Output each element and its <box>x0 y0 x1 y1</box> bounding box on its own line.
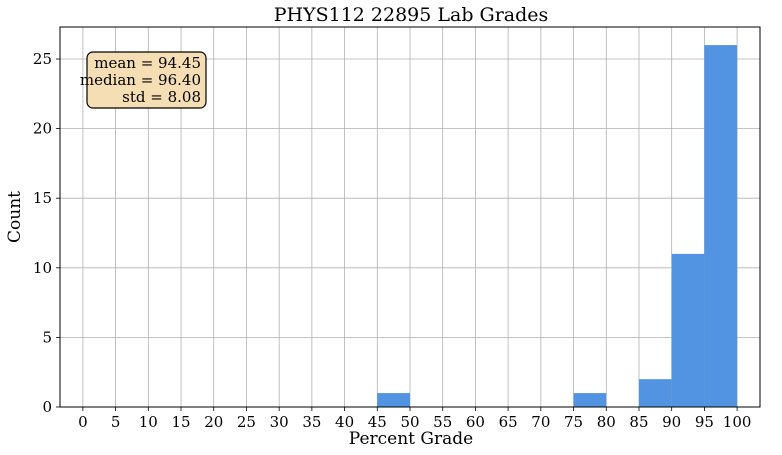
x-tick-label: 90 <box>662 413 681 431</box>
x-tick-label: 50 <box>400 413 419 431</box>
x-tick-label: 20 <box>204 413 223 431</box>
histogram-bar <box>377 393 410 407</box>
x-tick-label: 10 <box>139 413 158 431</box>
x-tick-label: 55 <box>433 413 452 431</box>
chart-title: PHYS112 22895 Lab Grades <box>274 4 549 26</box>
stats-mean: mean = 94.45 <box>94 54 201 72</box>
histogram-bar <box>573 393 607 407</box>
stats-std: std = 8.08 <box>122 88 201 106</box>
x-tick-label: 70 <box>531 413 550 431</box>
y-axis-label: Count <box>5 191 25 243</box>
x-tick-label: 65 <box>499 413 518 431</box>
x-tick-label: 45 <box>368 413 387 431</box>
x-tick-label: 0 <box>78 413 88 431</box>
y-tick-label: 5 <box>42 328 52 346</box>
x-tick-label: 75 <box>564 413 583 431</box>
y-tick-label: 10 <box>33 259 52 277</box>
x-tick-label: 80 <box>597 413 616 431</box>
histogram-bars <box>377 45 738 407</box>
x-tick-label: 25 <box>237 413 256 431</box>
x-tick-label: 85 <box>629 413 648 431</box>
x-tick-label: 5 <box>111 413 121 431</box>
stats-box-background <box>86 51 207 109</box>
x-tick-label: 30 <box>270 413 289 431</box>
x-tick-label: 100 <box>723 413 752 431</box>
x-tick-label: 60 <box>466 413 485 431</box>
x-tick-label: 40 <box>335 413 354 431</box>
y-tick-label: 0 <box>42 398 52 416</box>
x-axis-label: Percent Grade <box>349 429 473 449</box>
x-tick-label: 15 <box>171 413 190 431</box>
y-tick-label: 15 <box>33 189 52 207</box>
stats-box: mean = 94.45 median = 96.40 std = 8.08 <box>80 51 207 109</box>
y-tick-label: 25 <box>33 50 52 68</box>
histogram-bar <box>671 253 705 407</box>
histogram-bar <box>704 45 738 407</box>
x-tick-label: 35 <box>302 413 321 431</box>
stats-median: median = 96.40 <box>80 71 201 89</box>
x-axis-ticks: 0 5 10 15 20 25 30 35 40 45 50 55 60 65 70 75 80 85 90 95 10… <box>78 407 751 431</box>
y-axis-ticks: 0 5 10 15 20 25 <box>33 50 60 416</box>
y-tick-label: 20 <box>33 120 52 138</box>
x-tick-label: 95 <box>695 413 714 431</box>
histogram-bar <box>638 379 672 407</box>
